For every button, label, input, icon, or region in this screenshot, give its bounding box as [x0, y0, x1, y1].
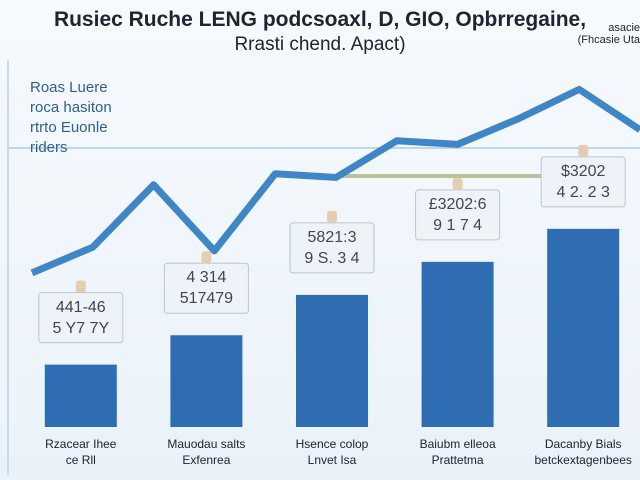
- pin: [75, 280, 86, 293]
- corner-note: asacie (Fhcasie Uta: [577, 22, 640, 46]
- bar: [421, 261, 494, 427]
- bar: [547, 228, 620, 427]
- bar: [44, 364, 117, 427]
- trend-line: [30, 85, 640, 277]
- bar-annotation: 5821:3 9 S. 3 4: [304, 228, 360, 267]
- pin: [578, 144, 589, 157]
- pin: [327, 210, 337, 223]
- bar-annotation: 4 314 517479: [179, 269, 234, 308]
- category-label: Dacanby Bials betckextagenbees: [534, 437, 632, 467]
- bar-annotation: £3202:6 9 1 7 4: [428, 195, 487, 234]
- category-label: Hsence colop Lnvet Isa: [295, 437, 369, 467]
- pin: [452, 177, 463, 190]
- side-note: Roas Luere roca hasiton rtrto Euonle rid…: [30, 79, 112, 156]
- category-label: Baiubm elleoa Prattetma: [419, 437, 496, 467]
- subtitle: Rrasti chend. Apact): [234, 34, 406, 55]
- bar: [170, 335, 243, 427]
- bar: [296, 294, 368, 427]
- bar-annotation: $3202 4 2. 2 3: [556, 162, 610, 201]
- bar-annotation: 441-46 5 Y7 7Y: [52, 298, 110, 337]
- category-label: Rzacear Ihee ce Rll: [45, 437, 117, 467]
- title: Rusiec Ruche LENG podcsoaxl, D, GIO, Opb…: [53, 8, 587, 31]
- pin: [201, 251, 212, 264]
- category-label: Mauodau salts Exfenrea: [167, 437, 246, 467]
